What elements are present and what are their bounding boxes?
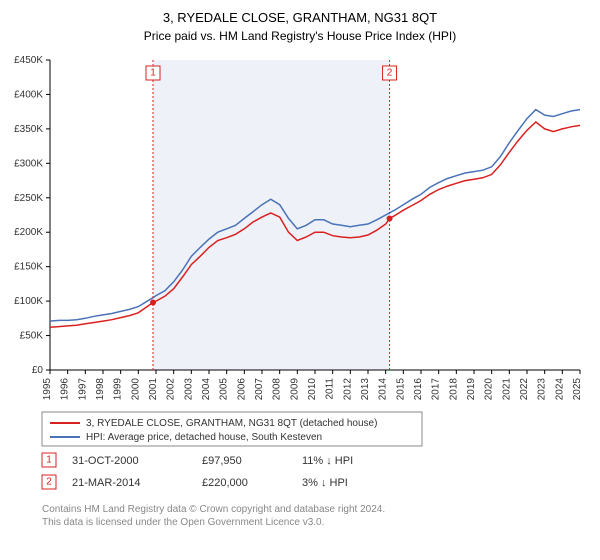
table-pct: 3% ↓ HPI [302, 477, 348, 489]
x-tick-label: 1996 [60, 378, 71, 401]
table-date: 21-MAR-2014 [72, 477, 140, 489]
x-tick-label: 2012 [342, 378, 353, 401]
x-tick-label: 2018 [448, 378, 459, 401]
x-tick-label: 2016 [413, 378, 424, 401]
table-date: 31-OCT-2000 [72, 455, 139, 467]
x-tick-label: 1999 [113, 378, 124, 401]
y-tick-label: £300K [14, 158, 43, 169]
y-tick-label: £250K [14, 193, 43, 204]
marker-number: 1 [150, 68, 156, 79]
table-price: £97,950 [202, 455, 242, 467]
table-marker-number: 1 [46, 455, 52, 466]
y-tick-label: £100K [14, 296, 43, 307]
y-tick-label: £0 [32, 365, 44, 376]
x-tick-label: 2008 [272, 378, 283, 401]
y-tick-label: £200K [14, 227, 43, 238]
license-line-1: Contains HM Land Registry data © Crown c… [42, 504, 385, 515]
license-line-2: This data is licensed under the Open Gov… [42, 517, 324, 528]
x-tick-label: 2001 [148, 378, 159, 401]
x-tick-label: 1995 [42, 378, 53, 401]
x-tick-label: 2004 [201, 378, 212, 401]
x-tick-label: 2010 [307, 378, 318, 401]
x-tick-label: 2000 [130, 378, 141, 401]
marker-dot [150, 300, 156, 306]
x-tick-label: 2002 [166, 378, 177, 401]
x-tick-label: 2023 [537, 378, 548, 401]
marker-number: 2 [387, 68, 393, 79]
chart-svg: 3, RYEDALE CLOSE, GRANTHAM, NG31 8QT Pric… [0, 0, 600, 560]
y-tick-label: £150K [14, 262, 43, 273]
x-tick-label: 2015 [395, 378, 406, 401]
legend-label-red: 3, RYEDALE CLOSE, GRANTHAM, NG31 8QT (de… [86, 418, 377, 429]
x-tick-label: 2011 [325, 378, 336, 400]
y-tick-label: £400K [14, 89, 43, 100]
x-tick-label: 2005 [219, 378, 230, 401]
x-tick-label: 2019 [466, 378, 477, 401]
x-tick-label: 2013 [360, 378, 371, 401]
shaded-band [153, 60, 390, 370]
legend-label-blue: HPI: Average price, detached house, Sout… [86, 432, 322, 443]
x-tick-label: 2003 [183, 378, 194, 401]
marker-dot [387, 215, 393, 221]
x-tick-label: 2009 [289, 378, 300, 401]
chart-container: 3, RYEDALE CLOSE, GRANTHAM, NG31 8QT Pric… [0, 0, 600, 560]
x-tick-label: 2007 [254, 378, 265, 401]
y-tick-label: £350K [14, 124, 43, 135]
x-tick-label: 2025 [572, 378, 583, 401]
chart-title-1: 3, RYEDALE CLOSE, GRANTHAM, NG31 8QT [163, 10, 437, 25]
x-tick-label: 1997 [77, 378, 88, 401]
x-tick-label: 2014 [378, 378, 389, 401]
x-tick-label: 2020 [484, 378, 495, 401]
y-tick-label: £50K [20, 331, 44, 342]
y-tick-label: £450K [14, 55, 43, 66]
table-price: £220,000 [202, 477, 248, 489]
table-marker-number: 2 [46, 477, 52, 488]
x-tick-label: 2022 [519, 378, 530, 401]
chart-title-2: Price paid vs. HM Land Registry's House … [144, 29, 456, 43]
x-tick-label: 2006 [236, 378, 247, 401]
x-tick-label: 1998 [95, 378, 106, 401]
x-tick-label: 2024 [554, 378, 565, 401]
table-pct: 11% ↓ HPI [302, 455, 353, 467]
x-tick-label: 2017 [431, 378, 442, 401]
x-tick-label: 2021 [501, 378, 512, 401]
